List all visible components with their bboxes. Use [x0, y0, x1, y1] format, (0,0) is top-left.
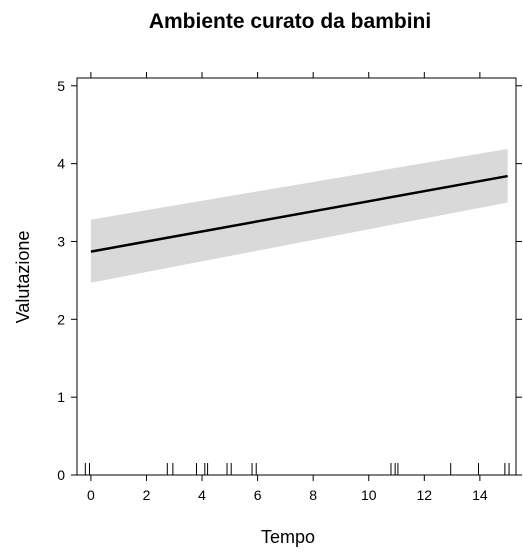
x-tick-label: 8	[309, 487, 317, 503]
y-tick-label: 5	[57, 78, 65, 94]
y-tick-label: 2	[57, 311, 65, 327]
x-tick-label: 14	[472, 487, 488, 503]
y-tick-label: 4	[57, 156, 65, 172]
y-tick-label: 0	[57, 467, 65, 483]
fitted-line	[90, 174, 508, 253]
y-axis-label: Valutazione	[13, 231, 33, 324]
y-tick-label: 1	[57, 389, 65, 405]
x-tick-label: 12	[417, 487, 433, 503]
x-tick-label: 0	[87, 487, 95, 503]
x-tick-label: 6	[254, 487, 262, 503]
plot-frame	[76, 77, 517, 476]
x-tick-label: 10	[361, 487, 377, 503]
x-tick-label: 2	[143, 487, 151, 503]
y-tick-label: 3	[57, 233, 65, 249]
x-axis-label: Tempo	[261, 527, 315, 547]
x-tick-label: 4	[198, 487, 206, 503]
chart-title: Ambiente curato da bambini	[149, 10, 431, 33]
confidence-band	[90, 148, 508, 283]
